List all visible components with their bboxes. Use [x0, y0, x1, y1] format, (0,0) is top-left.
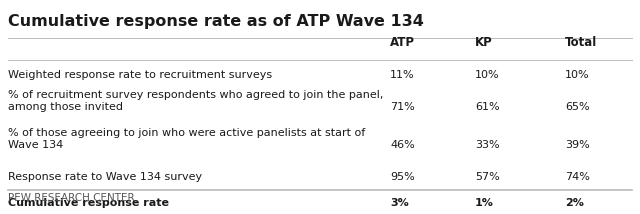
Text: % of recruitment survey respondents who agreed to join the panel,
among those in: % of recruitment survey respondents who …: [8, 90, 383, 111]
Text: Total: Total: [565, 37, 597, 49]
Text: 10%: 10%: [565, 70, 589, 80]
Text: 11%: 11%: [390, 70, 415, 80]
Text: 10%: 10%: [475, 70, 500, 80]
Text: Cumulative response rate as of ATP Wave 134: Cumulative response rate as of ATP Wave …: [8, 14, 424, 29]
Text: 3%: 3%: [390, 198, 409, 208]
Text: 95%: 95%: [390, 172, 415, 182]
Text: 74%: 74%: [565, 172, 590, 182]
Text: 65%: 65%: [565, 102, 589, 112]
Text: Cumulative response rate: Cumulative response rate: [8, 198, 169, 208]
Text: 33%: 33%: [475, 140, 500, 150]
Text: % of those agreeing to join who were active panelists at start of
Wave 134: % of those agreeing to join who were act…: [8, 128, 365, 150]
Text: 39%: 39%: [565, 140, 589, 150]
Text: ATP: ATP: [390, 37, 415, 49]
Text: 46%: 46%: [390, 140, 415, 150]
Text: 1%: 1%: [475, 198, 494, 208]
Text: 71%: 71%: [390, 102, 415, 112]
Text: PEW RESEARCH CENTER: PEW RESEARCH CENTER: [8, 193, 134, 203]
Text: Response rate to Wave 134 survey: Response rate to Wave 134 survey: [8, 172, 202, 182]
Text: KP: KP: [475, 37, 493, 49]
Text: Weighted response rate to recruitment surveys: Weighted response rate to recruitment su…: [8, 70, 272, 80]
Text: 57%: 57%: [475, 172, 500, 182]
Text: 2%: 2%: [565, 198, 584, 208]
Text: 61%: 61%: [475, 102, 500, 112]
